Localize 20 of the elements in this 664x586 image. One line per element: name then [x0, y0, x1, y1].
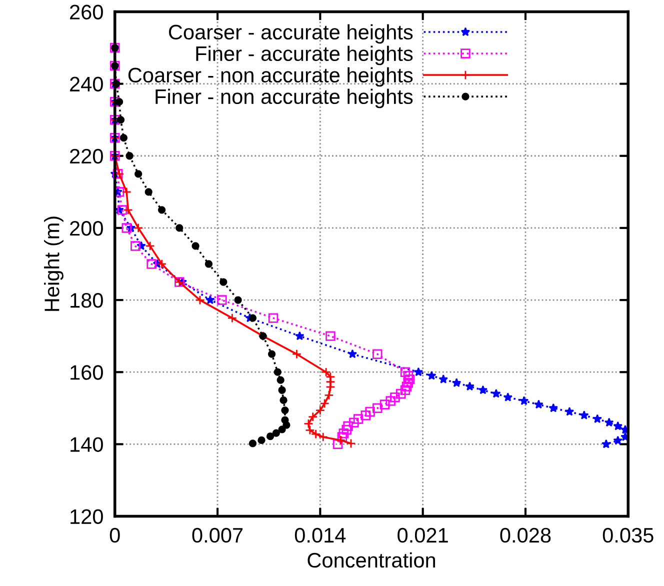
legend-label: Finer - accurate heights [196, 46, 413, 66]
legend-label: Finer - non accurate heights [156, 88, 413, 108]
y-tick-label: 200 [70, 220, 103, 236]
y-tick-label: 240 [70, 76, 103, 92]
legend-label: Coarser - accurate heights [168, 24, 413, 44]
x-tick-label: 0.028 [500, 528, 551, 543]
y-tick-label: 140 [70, 437, 103, 452]
x-tick-label: 0.014 [294, 528, 346, 543]
y-tick-label: 180 [70, 293, 103, 308]
y-tick-label: 260 [70, 4, 103, 20]
legend-label: Coarser - non accurate heights [128, 67, 413, 87]
y-tick-label: 220 [70, 148, 103, 164]
y-tick-label: 160 [70, 365, 103, 380]
x-axis-title: Concentration [308, 552, 436, 568]
x-tick-label: 0.035 [602, 528, 654, 543]
x-tick-label: 0 [110, 528, 120, 543]
x-tick-label: 0.007 [192, 528, 243, 543]
y-axis-title: Height (m) [44, 216, 64, 311]
x-tick-label: 0.021 [398, 528, 448, 543]
y-tick-label: 120 [70, 509, 103, 524]
